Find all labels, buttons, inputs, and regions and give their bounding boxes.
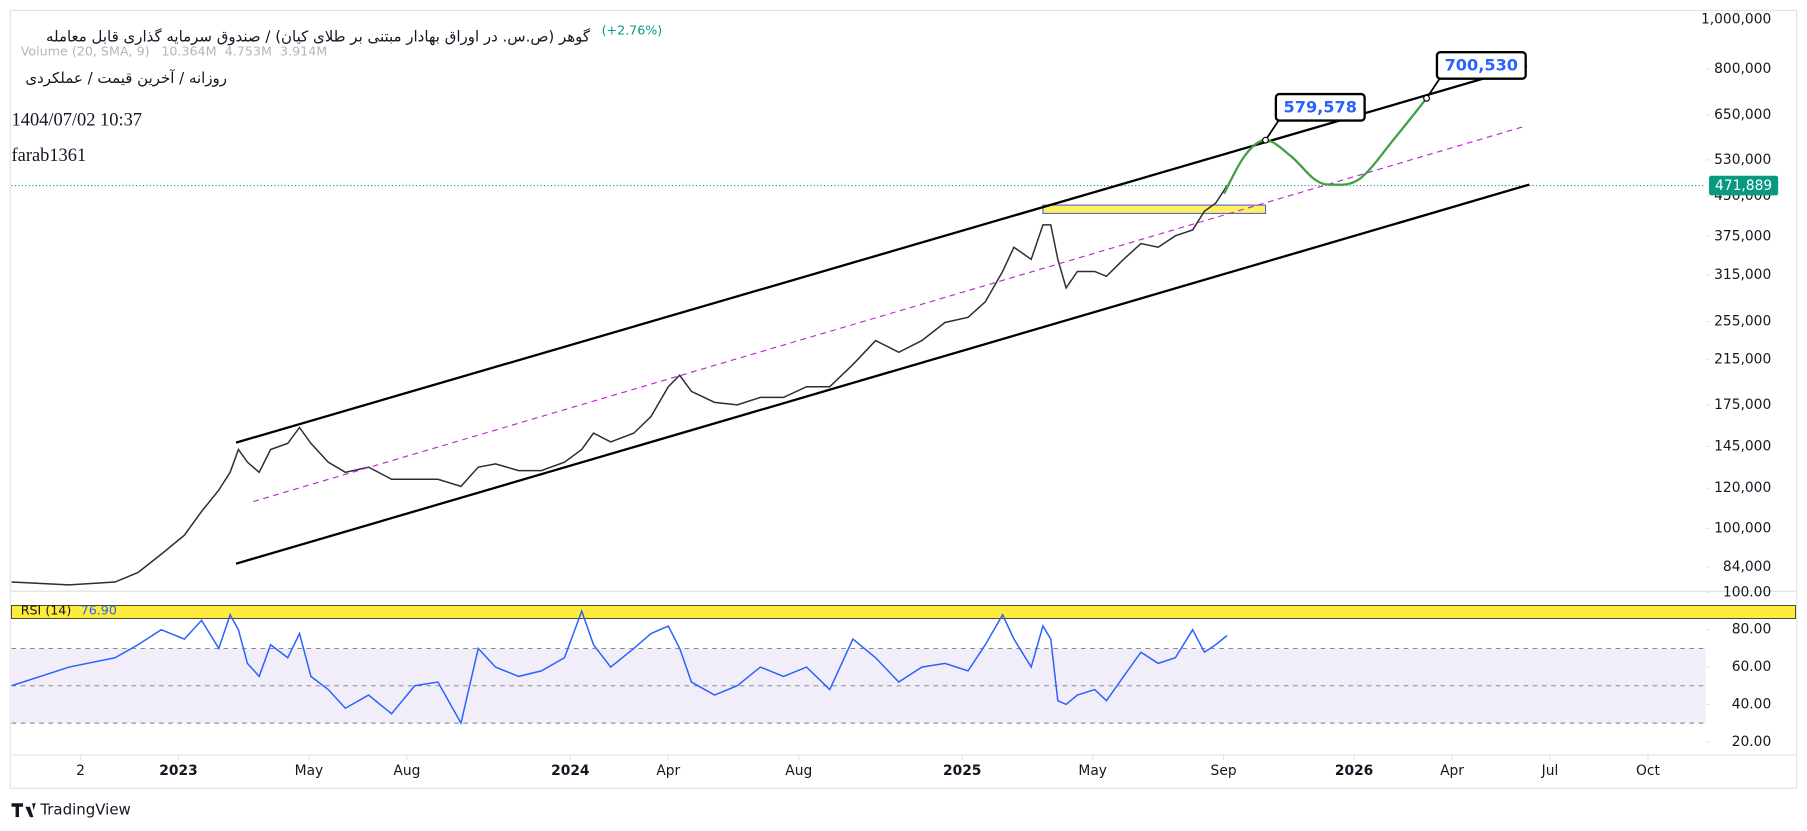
- drawing-solid: [235, 64, 1528, 444]
- y-tick-label: 800,000: [1714, 61, 1771, 77]
- target-label: 700,530: [1445, 56, 1518, 75]
- volume-label: Volume (20, SMA, 9): [21, 43, 150, 58]
- rsi-tick-label: 40.00: [1732, 696, 1772, 712]
- rsi-value: 76.90: [81, 602, 117, 617]
- target-connector: [1425, 77, 1442, 99]
- y-tick-label: 255,000: [1714, 314, 1771, 330]
- x-tick-label: 2026: [1335, 763, 1373, 779]
- y-tick-label: 215,000: [1714, 351, 1771, 367]
- target-point: [1423, 94, 1431, 102]
- price-line: [11, 185, 1228, 586]
- rsi-tick-label: 80.00: [1732, 622, 1772, 638]
- target-connector: [1264, 118, 1281, 141]
- x-tick-label: Apr: [1440, 763, 1464, 779]
- rsi-tick-label: 60.00: [1732, 659, 1772, 675]
- drawing-curve: [1222, 97, 1428, 195]
- y-tick-label: 84,000: [1723, 559, 1771, 575]
- y-tick-label: 375,000: [1714, 228, 1771, 244]
- drawing-solid: [235, 183, 1530, 565]
- y-tick-label: 650,000: [1714, 107, 1771, 123]
- rsi-band: [11, 605, 1796, 619]
- volume-value: 4.753M: [225, 43, 272, 58]
- x-tick-label: Apr: [656, 763, 680, 779]
- volume-value: 3.914M: [280, 43, 327, 58]
- x-tick-label: May: [1078, 763, 1107, 779]
- x-tick-label: 2: [76, 763, 85, 779]
- x-tick-label: Jul: [1541, 763, 1559, 779]
- x-tick-label: Aug: [785, 763, 812, 779]
- zone: [1042, 204, 1267, 215]
- x-tick-label: 2023: [159, 763, 197, 779]
- volume-value: 10.364M: [161, 43, 216, 58]
- y-tick-label: 120,000: [1714, 480, 1771, 496]
- rsi-line: [11, 608, 1228, 726]
- y-tick-label: 175,000: [1714, 397, 1771, 413]
- chart-title: گوهر (ص.س. در اوراق بهادار مبتنی بر طلای…: [46, 27, 591, 45]
- last-price-label: 471,889: [1715, 178, 1772, 194]
- drawing-dashed: [253, 126, 1524, 503]
- target-point: [1262, 136, 1269, 144]
- brand: TradingView: [39, 801, 130, 819]
- x-tick-label: 2025: [943, 763, 981, 779]
- x-tick-label: 2024: [551, 763, 589, 779]
- y-tick-label: 315,000: [1714, 267, 1771, 283]
- change-label: (+2.76%): [602, 23, 663, 38]
- rsi-tick-label: 100.00: [1723, 584, 1771, 600]
- chart-subtitle: روزانه / آخرین قیمت / عملکردی: [25, 69, 227, 87]
- date-label: 1404/07/02 10:37: [12, 109, 143, 129]
- frame: [9, 9, 1798, 789]
- rsi-title: RSI (14): [21, 602, 72, 617]
- x-tick-label: Sep: [1211, 763, 1237, 779]
- y-tick-label: 1,000,000: [1701, 12, 1771, 28]
- brand-logo: [11, 803, 36, 818]
- x-tick-label: May: [295, 763, 324, 779]
- x-tick-label: Aug: [393, 763, 420, 779]
- target-box: [1274, 92, 1366, 122]
- y-tick-label: 145,000: [1714, 438, 1771, 454]
- target-label: 579,578: [1284, 97, 1357, 116]
- y-tick-label: 530,000: [1714, 152, 1771, 168]
- author: farab1361: [12, 145, 87, 165]
- target-box: [1435, 51, 1527, 80]
- last-price-badge: [1709, 175, 1779, 196]
- rsi-tick-label: 20.00: [1732, 734, 1772, 750]
- x-tick-label: Oct: [1636, 763, 1660, 779]
- plot-area: 84,000 100,000 120,000 145,000 175,000 215,00…: [11, 12, 1796, 779]
- y-tick-label: 100,000: [1714, 521, 1771, 537]
